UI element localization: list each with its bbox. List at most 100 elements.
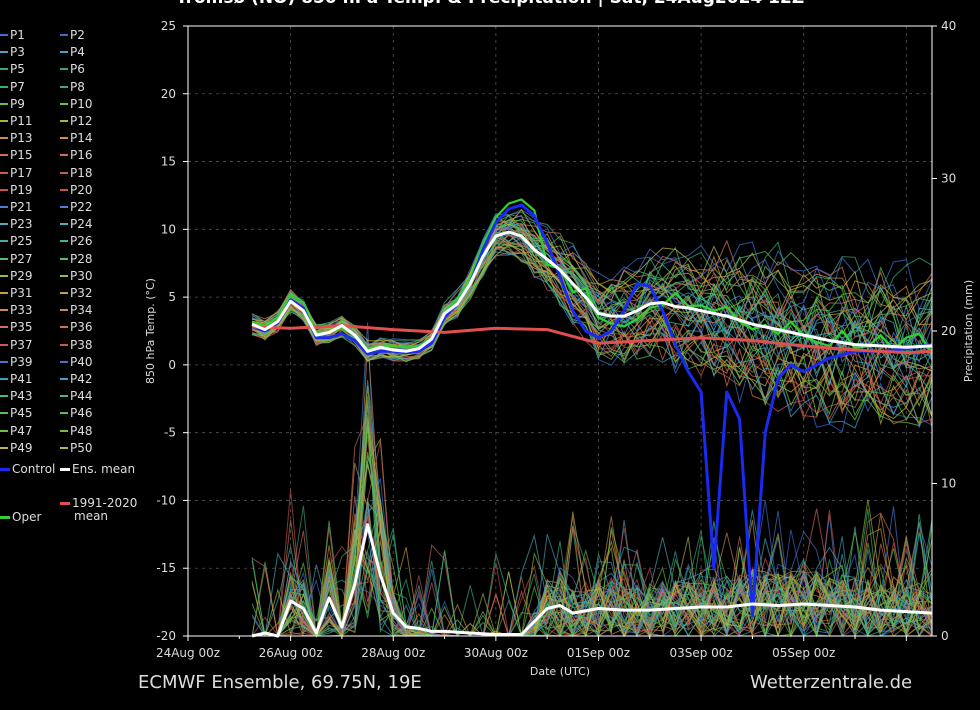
legend-swatch <box>60 412 68 415</box>
legend-label: P41 <box>10 372 33 386</box>
legend-item-p37: P37 <box>0 338 33 352</box>
legend-item-p26: P26 <box>60 234 93 248</box>
legend-item-p15: P15 <box>0 148 33 162</box>
y-axis-label: 850 hPa Temp. (°C) <box>144 278 157 384</box>
legend-label: P21 <box>10 200 33 214</box>
legend-item-p2: P2 <box>60 28 85 42</box>
legend-swatch <box>60 360 68 363</box>
member-precip-P47 <box>252 426 933 638</box>
x-tick-label: 01Sep 00z <box>567 646 630 660</box>
legend-label: P7 <box>10 79 25 94</box>
legend-swatch <box>0 395 8 398</box>
legend-label: P38 <box>70 337 93 352</box>
footer-brand: Wetterzentrale.de <box>750 672 913 693</box>
legend-swatch <box>60 240 68 243</box>
legend-item-p16: P16 <box>60 148 93 162</box>
legend-item-p45: P45 <box>0 406 33 420</box>
x-tick-label: 05Sep 00z <box>772 646 835 660</box>
legend-swatch <box>0 206 8 208</box>
legend-item-p18: P18 <box>60 166 93 180</box>
legend-swatch <box>60 85 68 88</box>
legend-swatch <box>0 292 8 294</box>
legend-label: P24 <box>70 217 93 232</box>
legend-item-p23: P23 <box>0 217 33 231</box>
legend-swatch <box>0 68 8 71</box>
legend-item-control: Control <box>0 462 55 476</box>
legend-swatch <box>0 326 8 329</box>
x-axis-label: Date (UTC) <box>530 665 590 678</box>
legend-swatch <box>0 102 8 105</box>
legend-item-p42: P42 <box>60 372 93 386</box>
legend-swatch <box>60 223 68 226</box>
y2-tick-label: 30 <box>941 172 956 186</box>
member-precip-P42 <box>252 499 933 638</box>
legend-label: P16 <box>70 148 93 163</box>
legend-item-p34: P34 <box>60 303 93 317</box>
legend-swatch <box>60 34 68 36</box>
legend-label: P9 <box>10 96 25 111</box>
legend-label: P14 <box>70 131 93 146</box>
series-line-0 <box>251 230 933 353</box>
y-tick-label: -15 <box>156 561 176 575</box>
legend-item-p28: P28 <box>60 252 93 266</box>
legend-label: P25 <box>10 234 33 249</box>
legend-label: P34 <box>70 303 93 318</box>
footer-source: ECMWF Ensemble, 69.75N, 19E <box>138 672 422 693</box>
legend-swatch <box>0 467 10 471</box>
legend-swatch <box>0 378 8 380</box>
legend-item-p41: P41 <box>0 372 33 386</box>
legend-item-p19: P19 <box>0 183 33 197</box>
legend-swatch <box>60 274 68 277</box>
legend-item-p40: P40 <box>60 355 93 369</box>
legend-item-p33: P33 <box>0 303 33 317</box>
legend-item-p27: P27 <box>0 252 33 266</box>
y-tick-label: -20 <box>156 629 176 643</box>
y-tick-label: -10 <box>156 493 176 507</box>
legend-swatch <box>0 188 8 191</box>
legend-item-p24: P24 <box>60 217 93 231</box>
legend-item-p39: P39 <box>0 355 33 369</box>
legend-item-p32: P32 <box>60 286 93 300</box>
series-line-1 <box>251 203 933 618</box>
legend-label: P31 <box>10 286 33 300</box>
y-tick-label: 5 <box>168 290 176 304</box>
legend-label: Control <box>12 462 56 476</box>
legend-item-p30: P30 <box>60 269 93 283</box>
legend-item-p49: P49 <box>0 441 33 455</box>
legend-swatch <box>0 412 8 415</box>
x-tick-label: 28Aug 00z <box>361 646 425 660</box>
legend-swatch <box>60 102 68 105</box>
legend-item-p20: P20 <box>60 183 93 197</box>
legend-swatch <box>0 51 8 54</box>
legend-swatch <box>0 309 8 312</box>
y-tick-label: 15 <box>161 155 176 169</box>
y-tick-label: 20 <box>161 87 176 101</box>
legend-swatch <box>60 378 68 380</box>
legend-item-p3: P3 <box>0 45 25 59</box>
legend-item-ens-mean: Ens. mean <box>60 462 135 476</box>
legend-label: Oper <box>12 510 42 524</box>
y2-tick-label: 10 <box>941 477 956 491</box>
legend-swatch <box>0 120 8 122</box>
legend-swatch <box>0 343 8 346</box>
legend-label: P50 <box>70 440 93 455</box>
legend-label: P40 <box>70 354 93 369</box>
legend-label: P22 <box>70 200 93 214</box>
legend-swatch <box>60 257 68 260</box>
legend-label: P35 <box>10 320 33 335</box>
x-tick-label: 03Sep 00z <box>669 646 732 660</box>
legend-swatch <box>60 326 68 329</box>
legend-swatch <box>60 309 68 312</box>
y2-tick-label: 20 <box>941 324 956 338</box>
legend-label: P8 <box>70 79 85 94</box>
member-precip-P49 <box>252 386 933 638</box>
y-tick-label: 0 <box>168 358 176 372</box>
legend-label: P26 <box>70 234 93 249</box>
member-line-P44 <box>251 218 933 350</box>
member-precip-P43 <box>251 513 933 638</box>
legend-label: P23 <box>10 217 33 232</box>
ensemble-member-lines <box>251 198 933 638</box>
legend-swatch <box>0 171 8 174</box>
legend-label: P13 <box>10 131 33 146</box>
